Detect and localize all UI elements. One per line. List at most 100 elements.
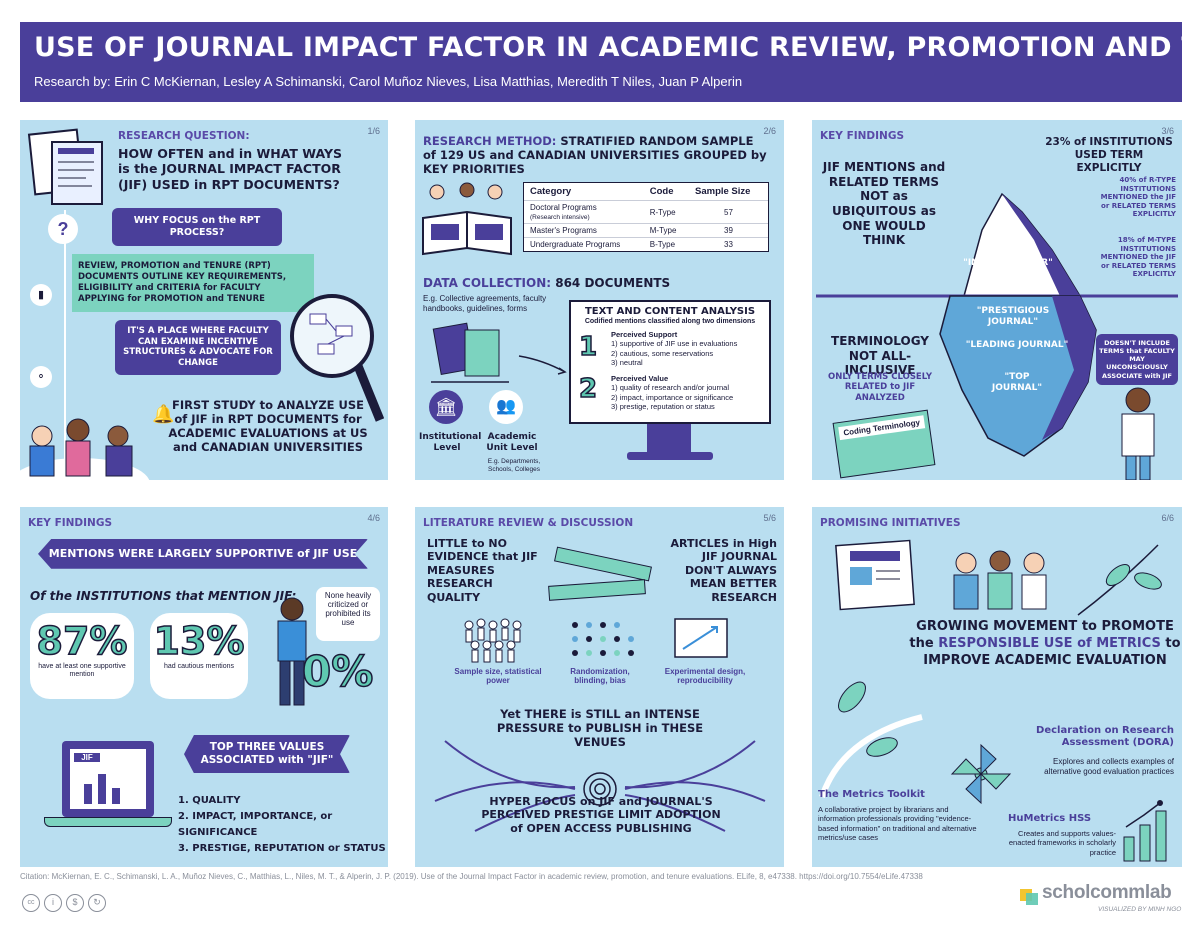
jif-label: JIF [74, 753, 100, 762]
metrics-toolkit-description: A collaborative project by librarians an… [818, 805, 977, 843]
research-method: RESEARCH METHOD: STRATIFIED RANDOM SAMPL… [423, 134, 768, 176]
value-1: 1. QUALITY [178, 795, 241, 806]
row-size: 57 [689, 200, 768, 224]
pressure-arrows-illustration [434, 740, 766, 832]
unit-examples: E.g. Departments, Schools, Colleges [487, 458, 541, 473]
none-criticized-bubble: None heavily criticized or prohibited it… [316, 587, 380, 641]
page-header: USE OF JOURNAL IMPACT FACTOR IN ACADEMIC… [20, 22, 1200, 102]
panel-number: 3/6 [1161, 126, 1174, 136]
hyper-focus: HYPER FOCUS on JIF and JOURNAL'S PERCEIV… [481, 795, 721, 835]
experimental-design-chart-icon [674, 618, 728, 658]
table-header-category: Category [530, 186, 572, 197]
cc-icon: cc [22, 894, 40, 912]
why-focus-bubble: WHY FOCUS on the RPT PROCESS? [112, 208, 282, 246]
table-row: Undergraduate Programs B-Type 33 [524, 237, 768, 251]
dora-description: Explores and collects examples of altern… [1044, 757, 1174, 777]
growing-line-3: IMPROVE ACADEMIC EVALUATION [923, 652, 1167, 668]
handbooks-illustration [431, 322, 567, 383]
data-collection: DATA COLLECTION: 864 DOCUMENTS [423, 276, 670, 291]
top-values-list: 1. QUALITY 2. IMPACT, IMPORTANCE, or SIG… [178, 793, 388, 857]
growing-line-1: GROWING MOVEMENT to PROMOTE [916, 619, 1174, 634]
responsible-use: RESPONSIBLE USE of METRICS [938, 635, 1161, 651]
caption-experimental: Experimental design, reproducibility [664, 667, 746, 685]
row-code: B-Type [643, 237, 689, 251]
institutional-level: Institutional Level [419, 432, 482, 453]
method-text: STRATIFIED RANDOM SAMPLE of 129 US and C… [423, 134, 767, 177]
metrics-toolkit-title: The Metrics Toolkit [818, 789, 925, 800]
panel-literature-review: 5/6 LITERATURE REVIEW & DISCUSSION LITTL… [415, 507, 784, 867]
network-icon: ⚬ [30, 366, 52, 388]
laptop-screen: JIF [62, 741, 154, 817]
people-group-icon: 👥 [489, 390, 523, 424]
analysis-subtitle: Codified mentions classified along two d… [584, 318, 756, 326]
term-leading-journal: "LEADING JOURNAL" [965, 340, 1069, 350]
intense-pressure: Yet THERE is STILL an INTENSE PRESSURE t… [496, 707, 704, 750]
crossed-bars-illustration [548, 546, 652, 601]
panel-number: 2/6 [763, 126, 776, 136]
pct-13-label: had cautious mentions [163, 663, 235, 670]
table-row: Master's Programs M-Type 39 [524, 223, 768, 238]
panel-number: 1/6 [367, 126, 380, 136]
dim1-items: 1) supportive of JIF use in evaluations … [611, 339, 738, 368]
dimension-two-number: 2 [578, 373, 598, 405]
growth-chart-icon [1123, 800, 1167, 862]
value-3: 3. PRESTIGE, REPUTATION or STATUS [178, 843, 386, 854]
rpt-definition: REVIEW, PROMOTION and TENURE (RPT) DOCUM… [72, 254, 314, 313]
dim2-title: Perceived Value [611, 374, 669, 383]
analysis-title: TEXT AND CONTENT ANALYSIS [584, 306, 756, 317]
dimension-two: Perceived Value 1) quality of research a… [611, 374, 733, 412]
magnifying-glass-icon [290, 294, 384, 422]
page-title: USE OF JOURNAL IMPACT FACTOR IN ACADEMIC… [34, 32, 1200, 63]
randomization-dots-icon [572, 622, 634, 656]
laptop-base [44, 817, 172, 827]
iceberg-illustration [816, 192, 1178, 457]
dimension-one: Perceived Support 1) supportive of JIF u… [611, 330, 737, 368]
key-findings-kicker: KEY FINDINGS [820, 130, 905, 142]
first-study-statement: FIRST STUDY to ANALYZE USE of JIF in RPT… [168, 398, 368, 455]
panel-number: 6/6 [1161, 513, 1174, 523]
jif-document: JIF [70, 749, 146, 809]
literature-kicker: LITERATURE REVIEW & DISCUSSION [423, 517, 634, 529]
brand-name: scholcommlab [1042, 882, 1172, 903]
row-code: R-Type [643, 200, 689, 224]
dim1-title: Perceived Support [611, 330, 678, 339]
monitor-stand [647, 424, 691, 454]
term-prestigious-journal: "PRESTIGIOUS JOURNAL" [976, 306, 1050, 327]
term-impact-factor: "IMPACT FACTOR" [963, 258, 1053, 268]
row-note: (Research intensive) [530, 214, 590, 221]
growing-movement: GROWING MOVEMENT to PROMOTE the RESPONSI… [908, 619, 1182, 670]
top-three-banner: TOP THREE VALUES ASSOCIATED with "JIF" [184, 735, 350, 774]
table-header-sample-size: Sample Size [695, 186, 751, 197]
documents-illustration [27, 128, 103, 205]
of-institutions-label: Of the INSTITUTIONS that MENTION JIF: [30, 589, 297, 603]
monitor-base [627, 452, 713, 460]
dora-title: Declaration on Research Assessment (DORA… [1036, 725, 1174, 749]
question-mark-icon: ? [48, 214, 78, 244]
panel-research-question: 1/6 RESEARCH QUESTION: HOW OFTEN and in … [20, 120, 388, 480]
authors-line: Research by: Erin C McKiernan, Lesley A … [34, 74, 743, 89]
sharealike-icon: ↻ [88, 894, 106, 912]
method-kicker: RESEARCH METHOD: [423, 134, 557, 148]
person-holding-sign-illustration [277, 597, 307, 706]
academic-unit-level: Academic Unit Level [486, 432, 538, 453]
row-size: 33 [689, 237, 768, 251]
row-category: Doctoral Programs [530, 203, 597, 212]
articles-high-jif: ARTICLES in High JIF JOURNAL DON'T ALWAY… [670, 537, 777, 604]
panel-key-findings-terms: 3/6 KEY FINDINGS 23% of INSTITUTIONS USE… [812, 120, 1182, 480]
attribution-icon: i [44, 894, 62, 912]
presenter-illustration [1121, 387, 1155, 480]
little-evidence: LITTLE to NO EVIDENCE that JIF MEASURES … [427, 537, 538, 604]
place-bubble: IT'S A PLACE WHERE FACULTY CAN EXAMINE I… [115, 320, 281, 375]
supportive-banner: MENTIONS WERE LARGELY SUPPORTIVE of JIF … [38, 539, 368, 569]
data-kicker: DATA COLLECTION: [423, 276, 552, 290]
pct-87: 87% [36, 618, 128, 664]
license-icons: cc i $ ↻ [22, 894, 106, 914]
pct-87-label: have at least one supportive mention [38, 663, 126, 679]
connector-line [64, 210, 66, 460]
visualized-by: VISUALIZED BY MINH NGO [1098, 906, 1182, 913]
dimension-one-number: 1 [578, 331, 598, 363]
research-question: HOW OFTEN and in WHAT WAYS is the JOURNA… [118, 146, 343, 192]
research-question-kicker: RESEARCH QUESTION: [118, 130, 250, 142]
data-examples: E.g. Collective agreements, faculty hand… [423, 294, 547, 313]
terminology-not-inclusive: TERMINOLOGY NOT ALL-INCLUSIVE [831, 334, 929, 378]
